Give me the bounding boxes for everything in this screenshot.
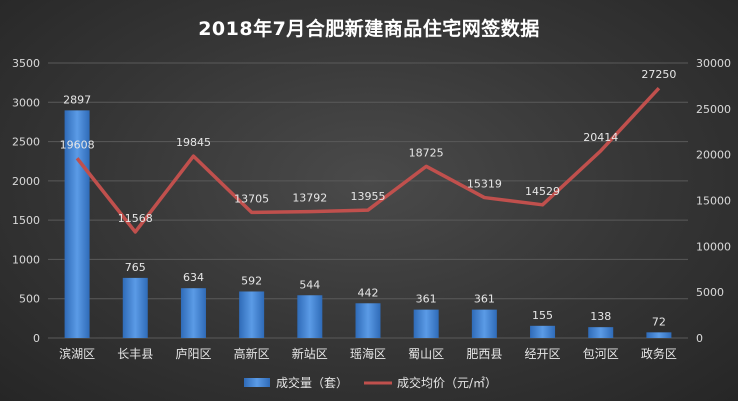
x-category-label: 新站区 [292, 346, 328, 361]
x-category-label: 政务区 [641, 346, 677, 361]
y-right-tick-label: 15000 [696, 195, 731, 208]
line-value-label: 13792 [292, 192, 327, 205]
bar-value-label: 361 [474, 293, 495, 306]
x-category-label: 肥西县 [466, 347, 502, 361]
bar [588, 327, 614, 338]
line-value-label: 11568 [118, 212, 153, 225]
bar-value-label: 2897 [63, 93, 91, 106]
y-right-tick-label: 10000 [696, 240, 731, 253]
legend-line-label: 成交均价（元/㎡） [397, 375, 497, 390]
x-category-label: 包河区 [583, 347, 619, 361]
bar-value-label: 765 [125, 261, 146, 274]
bar [530, 325, 556, 338]
line-value-label: 19845 [176, 136, 211, 149]
bar [355, 303, 381, 338]
price-line [75, 87, 661, 234]
bar-value-label: 442 [358, 286, 379, 299]
bar [646, 332, 672, 338]
x-category-label: 瑶海区 [350, 346, 386, 361]
y-right-tick-label: 20000 [696, 149, 731, 162]
y-left-tick-label: 2500 [12, 136, 40, 149]
line-value-label: 27250 [641, 68, 676, 81]
bar [471, 309, 497, 338]
y-right-tick-label: 30000 [696, 57, 731, 70]
x-category-label: 滨湖区 [59, 346, 95, 361]
y-left-tick-label: 0 [33, 332, 40, 345]
line-value-label: 14529 [525, 185, 560, 198]
bar-value-label: 634 [183, 271, 204, 284]
y-right-tick-label: 0 [696, 332, 703, 345]
y-right-tick-label: 25000 [696, 103, 731, 116]
bar [64, 110, 90, 338]
bar [180, 288, 206, 338]
bar [413, 309, 439, 338]
y-left-tick-label: 1000 [12, 253, 40, 266]
x-category-label: 高新区 [234, 346, 270, 361]
bar-value-label: 592 [241, 274, 262, 287]
y-left-tick-label: 1500 [12, 214, 40, 227]
line-value-label: 18725 [409, 146, 444, 159]
line-value-label: 13955 [351, 190, 386, 203]
y-left-tick-label: 2000 [12, 175, 40, 188]
bar-value-label: 155 [532, 309, 553, 322]
legend-bar-label: 成交量（套） [276, 375, 348, 390]
line-value-label: 13705 [234, 192, 269, 205]
chart-title: 2018年7月合肥新建商品住宅网签数据 [198, 18, 540, 40]
y-left-tick-label: 500 [19, 293, 40, 306]
y-right-tick-label: 5000 [696, 286, 724, 299]
legend-bar-swatch [244, 378, 270, 387]
line-value-label: 15319 [467, 178, 502, 191]
bar [122, 277, 148, 338]
x-category-label: 庐阳区 [175, 346, 211, 361]
x-category-label: 蜀山区 [408, 347, 444, 361]
y-left-tick-label: 3500 [12, 57, 40, 70]
x-category-label: 长丰县 [117, 347, 153, 361]
line-value-label: 19608 [60, 138, 95, 151]
bar-value-label: 72 [652, 315, 666, 328]
bar [297, 295, 323, 338]
y-left-tick-label: 3000 [12, 96, 40, 109]
bar [239, 291, 265, 338]
line-value-label: 20414 [583, 131, 618, 144]
bar-value-label: 361 [416, 293, 437, 306]
bar-value-label: 544 [299, 278, 320, 291]
x-category-label: 经开区 [525, 347, 561, 361]
bar-value-label: 138 [590, 310, 611, 323]
